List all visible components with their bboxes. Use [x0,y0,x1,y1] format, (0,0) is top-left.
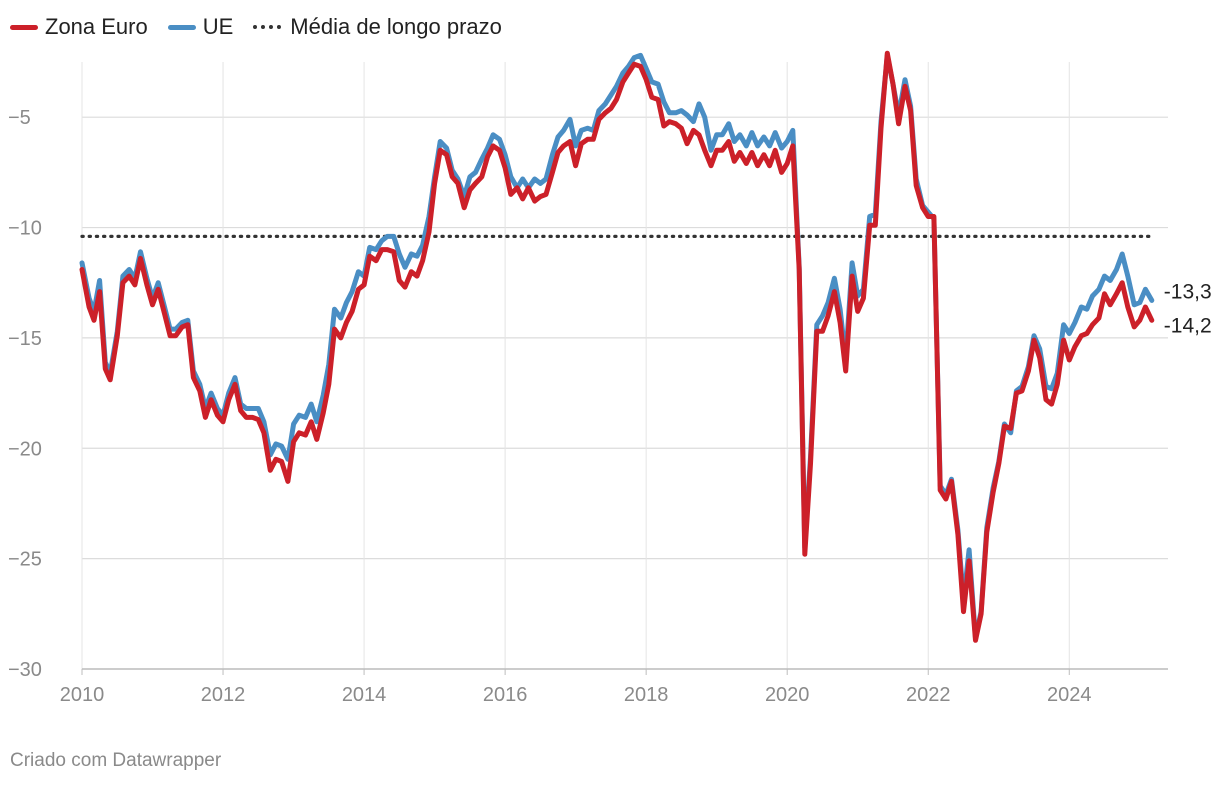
grid [81,62,1168,675]
y-tick-label: −10 [8,218,42,240]
legend-item-ue[interactable]: UE [167,14,234,40]
legend-label-ue: UE [202,14,234,39]
series-layer [79,50,1155,643]
legend: Zona Euro UE Média de longo prazo [10,14,522,40]
legend-item-long-term-average[interactable]: Média de longo prazo [253,14,502,40]
y-tick-label: −20 [8,438,42,460]
x-tick-label: 2020 [765,684,810,706]
credit-text: Criado com Datawrapper [10,750,222,771]
x-tick-label: 2014 [342,684,387,706]
x-tick-label: 2012 [201,684,246,706]
series-line-zona-euro [79,50,1155,643]
x-tick-label: 2024 [1047,684,1092,706]
x-tick-label: 2010 [60,684,105,706]
y-tick-label: −5 [8,107,31,129]
x-tick-label: 2022 [906,684,951,706]
legend-item-zona-euro[interactable]: Zona Euro [10,14,148,40]
end-labels-layer: -13,3 -14,2 [1164,280,1212,337]
legend-label-zona-euro: Zona Euro [45,14,148,39]
series-line-ue [79,52,1155,641]
legend-swatch-ue [167,24,196,30]
axes: −5 −10 −15 −20 −25 −30 2010 2012 2014 2016 2018 202… [8,107,1092,706]
legend-swatch-zona-euro [10,24,38,30]
y-tick-label: −30 [8,659,42,681]
end-label-zona-euro: -14,2 [1164,314,1212,337]
y-tick-label: −15 [8,328,42,350]
legend-label-long-term-average: Média de longo prazo [290,14,502,39]
x-tick-label: 2018 [624,684,669,706]
y-tick-label: −25 [8,549,42,571]
end-label-ue: -13,3 [1164,280,1212,303]
x-tick-label: 2016 [483,684,528,706]
legend-swatch-long-term-average [253,25,282,29]
